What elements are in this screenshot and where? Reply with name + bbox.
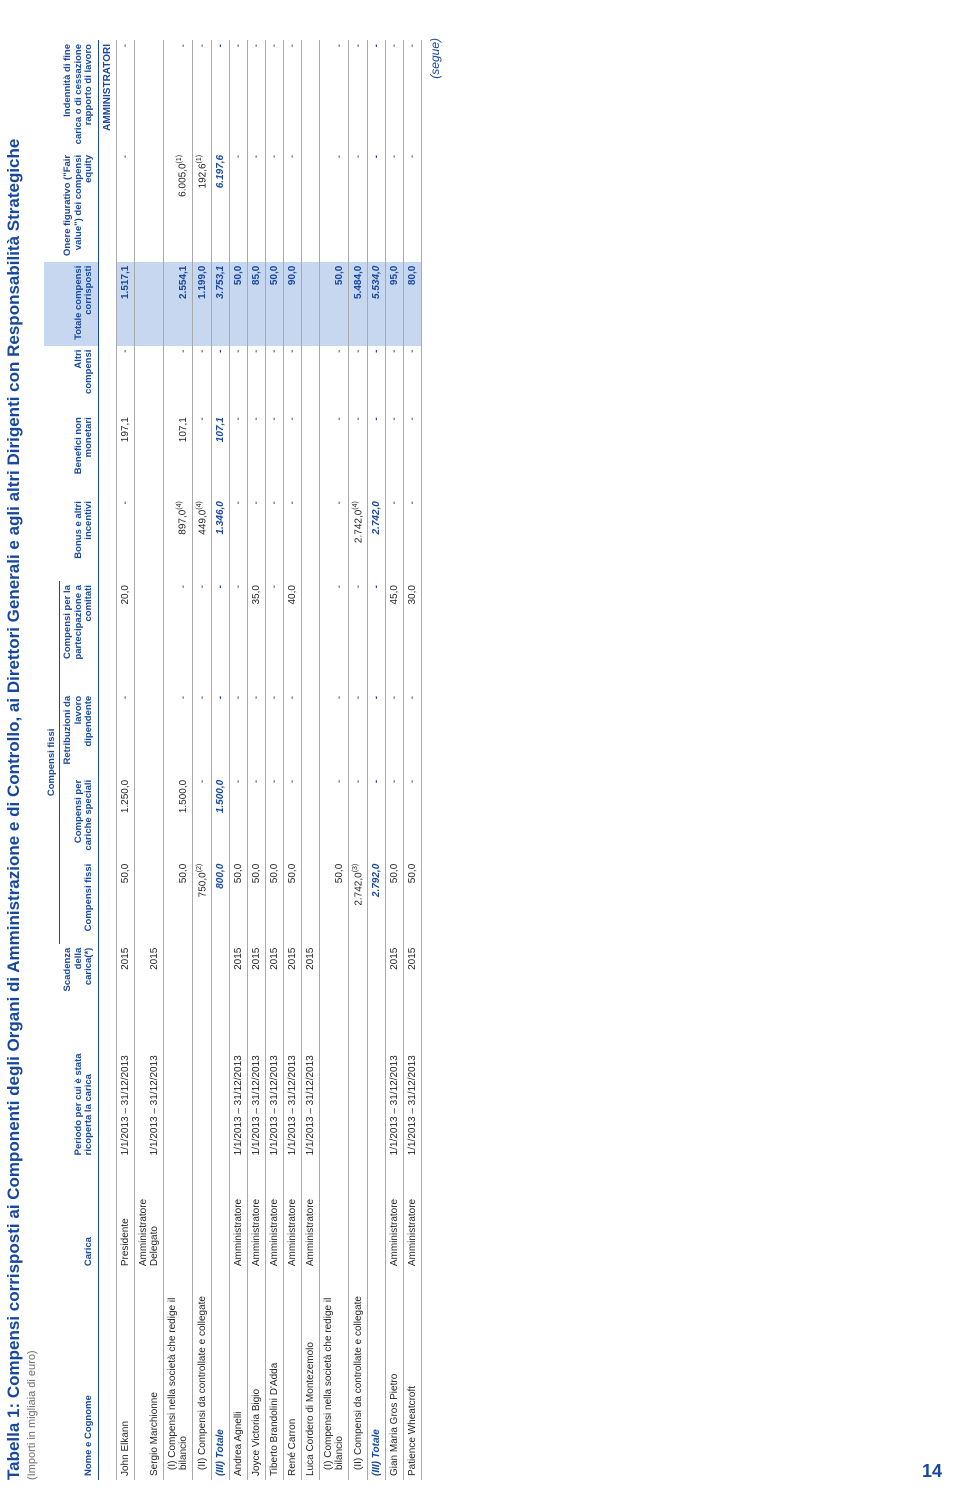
table-row: René CarronAmministratore1/1/2013 – 31/1… [284, 40, 302, 1480]
col-compensi-fissi: Compensi fissi [60, 860, 98, 944]
col-totale: Totale compensi corrisposti [44, 262, 98, 346]
table-row: (I) Compensi nella società che redige il… [320, 40, 349, 1480]
segue-label: (segue) [428, 30, 442, 1480]
table-row: Tiberto Brandolini D'AddaAmministratore1… [266, 40, 284, 1480]
col-benefici: Benefici non monetari [44, 413, 98, 497]
table-row: John ElkannPresidente1/1/2013 – 31/12/20… [116, 40, 134, 1480]
table-title: Tabella 1: Compensi corrisposti ai Compo… [4, 30, 24, 1480]
col-bonus: Bonus e altri incentivi [44, 497, 98, 581]
table-row: Gian Maria Gros PietroAmministratore1/1/… [386, 40, 404, 1480]
col-indennita: Indennità di fine carica o di cessazione… [44, 40, 98, 151]
section-header: AMMINISTRATORI [98, 40, 116, 1480]
table-row: Joyce Victoria BigioAmministratore1/1/20… [248, 40, 266, 1480]
table-subnote: (Importi in migliaia di euro) [26, 30, 38, 1480]
col-comitati: Compensi per la partecipazione a comitat… [60, 581, 98, 692]
table-row: (II) Compensi da controllate e collegate… [349, 40, 368, 1480]
col-fairvalue: Onere figurativo ("Fair value") dei comp… [44, 151, 98, 262]
table-row: (I) Compensi nella società che redige il… [163, 40, 192, 1480]
table-row: Andrea AgnelliAmministratore1/1/2013 – 3… [230, 40, 248, 1480]
col-group-compensi-fissi: Compensi fissi [44, 581, 60, 944]
col-cariche-speciali: Compensi per cariche speciali [60, 776, 98, 860]
table-row: AMMINISTRATORI [98, 40, 116, 1480]
table-row: Luca Cordero di MontezemoloAmministrator… [302, 40, 320, 1480]
page-number: 14 [922, 1461, 942, 1482]
table-row: (III) Totale800,01.500,0--1.346,0107,1-3… [212, 40, 230, 1480]
col-periodo: Periodo per cui è stata ricoperta la car… [44, 1008, 98, 1160]
col-nome: Nome e Cognome [44, 1270, 98, 1480]
col-altri: Altri compensi [44, 346, 98, 414]
table-row: Sergio MarchionneAmministratore Delegato… [134, 40, 163, 1480]
col-retrib-dip: Retribuzioni da lavoro dipendente [60, 692, 98, 776]
table-row: (III) Totale2.792,0---2.742,0--5.534,0-- [368, 40, 386, 1480]
table-row: Patience WheatcroftAmministratore1/1/201… [404, 40, 422, 1480]
col-scadenza: Scadenza della carica(*) [44, 944, 98, 1008]
compensation-table: Nome e Cognome Carica Periodo per cui è … [44, 40, 422, 1480]
table-row: (II) Compensi da controllate e collegate… [192, 40, 211, 1480]
col-carica: Carica [44, 1159, 98, 1270]
